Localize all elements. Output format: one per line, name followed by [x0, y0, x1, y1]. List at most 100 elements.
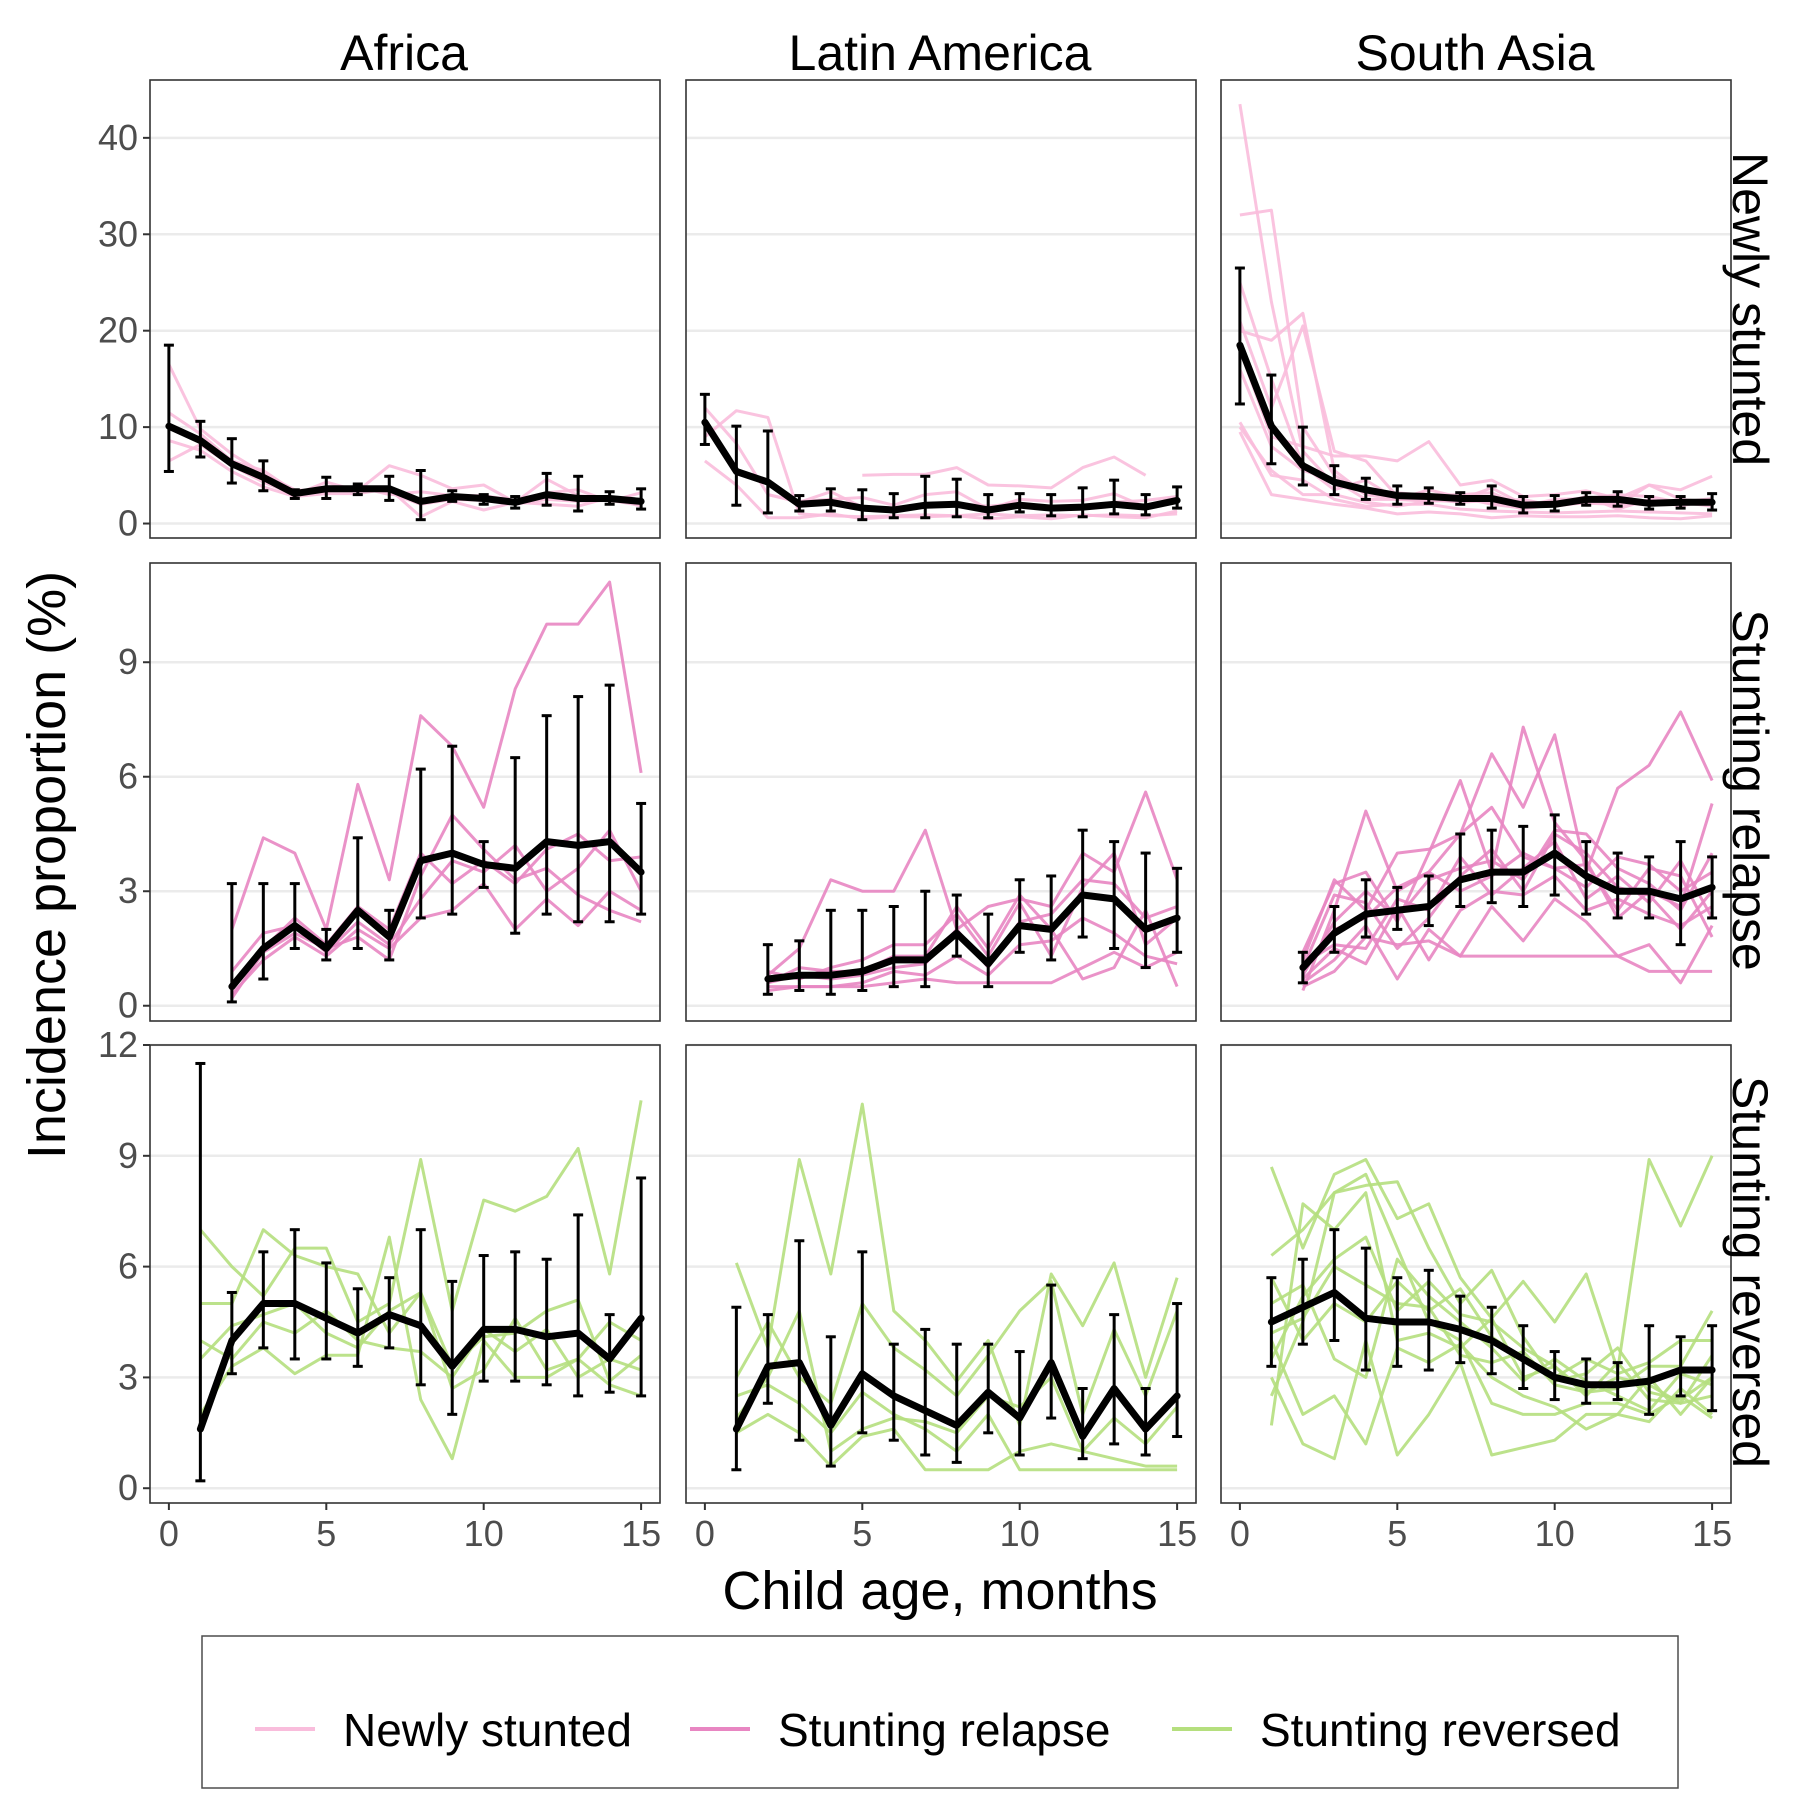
pooled-error-bar	[1046, 874, 1057, 962]
pooled-error-bar	[258, 1250, 269, 1350]
cohort-line-2	[199, 1235, 642, 1461]
panel-stunting-relapse-south-asia	[1220, 562, 1732, 1022]
pooled-error-bar	[415, 767, 426, 920]
pooled-error-bar	[573, 474, 584, 513]
cohort-line-6	[1238, 349, 1713, 500]
pooled-error-bar	[983, 912, 994, 989]
x-tick-label: 5	[316, 1513, 336, 1554]
pooled-error-bar	[951, 893, 962, 958]
cohort-line-4	[862, 455, 1147, 490]
pooled-error-bar	[226, 1290, 237, 1376]
pooled-error-bar	[1140, 851, 1151, 970]
pooled-error-bar	[510, 1250, 521, 1383]
pooled-error-bar	[1172, 866, 1183, 954]
panel-newly-stunted-latin-america-border	[685, 79, 1197, 539]
pooled-error-bar	[510, 756, 521, 935]
pooled-error-bar	[1644, 855, 1655, 920]
pooled-error-bar	[794, 939, 805, 992]
cohort-line-4	[1270, 1339, 1714, 1461]
pooled-error-bar	[541, 1257, 552, 1387]
cohort-line-2	[1270, 1172, 1713, 1420]
y-tick-label: 0	[118, 985, 138, 1026]
pooled-error-bar	[920, 1327, 931, 1457]
panel-stunting-relapse-africa-plot-area	[226, 580, 647, 1004]
pooled-estimate-line	[1267, 1289, 1716, 1389]
panel-stunting-reversed-africa-border	[149, 1044, 661, 1504]
pooled-error-bar	[951, 477, 962, 519]
y-tick-label: 30	[98, 213, 138, 254]
pooled-error-bar	[352, 836, 363, 950]
pooled-error-bar	[1077, 828, 1088, 939]
pooled-error-bar	[1140, 1387, 1151, 1457]
cohort-line-5	[767, 851, 1179, 981]
panel-stunting-relapse-latin-america-border	[685, 562, 1197, 1022]
x-tick-label: 10	[464, 1513, 504, 1554]
pooled-error-bar	[888, 905, 899, 989]
pooled-error-bar	[1014, 878, 1025, 954]
column-title-latin-america: Latin America	[789, 25, 1092, 81]
legend-box	[201, 1635, 1679, 1789]
y-tick-label: 3	[118, 1356, 138, 1397]
pooled-error-bar	[983, 1342, 994, 1435]
pooled-error-bar	[1014, 1350, 1025, 1457]
y-axis-title: Incidence proportion (%)	[17, 571, 77, 1159]
panel-stunting-reversed-south-asia-plot-area	[1266, 1155, 1718, 1461]
x-tick-label: 5	[1387, 1513, 1407, 1554]
panel-stunting-relapse-south-asia-border	[1220, 562, 1732, 1022]
pooled-error-bar	[1675, 1335, 1686, 1398]
pooled-error-bar	[825, 1335, 836, 1468]
pooled-error-bar	[195, 1061, 206, 1483]
pooled-error-bar	[258, 882, 269, 981]
legend: Newly stunted Stunting relapse Stunting …	[201, 1635, 1679, 1789]
x-tick-label: 5	[852, 1513, 872, 1554]
panel-newly-stunted-latin-america-background	[686, 80, 1196, 538]
y-tick-label: 9	[118, 641, 138, 682]
cohort-line-8	[1238, 431, 1713, 521]
pooled-error-bar	[573, 1213, 584, 1398]
legend-label-newly-stunted: Newly stunted	[343, 1704, 632, 1756]
x-tick-label: 10	[1000, 1513, 1040, 1554]
pooled-error-bar	[447, 744, 458, 916]
panel-stunting-relapse-latin-america-background	[686, 563, 1196, 1021]
y-tick-label: 6	[118, 1246, 138, 1287]
cohort-line-1	[766, 790, 1179, 977]
panel-stunting-reversed-latin-america-border	[685, 1044, 1197, 1504]
pooled-error-bar	[415, 469, 426, 522]
pooled-error-bar	[541, 471, 552, 507]
x-tick-label: 10	[1535, 1513, 1575, 1554]
pooled-error-bar	[352, 1287, 363, 1368]
pooled-error-bar	[762, 429, 773, 515]
row-title-stunting-relapse: Stunting relapse	[1722, 609, 1778, 970]
panel-stunting-reversed-africa-plot-area	[195, 1061, 647, 1483]
panel-stunting-relapse-latin-america-plot-area	[762, 790, 1183, 996]
panel-stunting-reversed-south-asia-background	[1221, 1045, 1731, 1503]
y-tick-label: 0	[118, 1467, 138, 1508]
pooled-error-bar	[447, 1279, 458, 1416]
pooled-error-bar	[1423, 874, 1434, 928]
y-tick-label: 0	[118, 503, 138, 544]
cohort-line-3	[230, 832, 642, 988]
panel-stunting-reversed-africa: 0 3 6 9 12 0 5 10 15	[98, 1024, 661, 1554]
panel-stunting-reversed-latin-america-background	[686, 1045, 1196, 1503]
pooled-estimate-line	[1236, 341, 1716, 509]
pooled-estimate-line	[764, 891, 1181, 983]
pooled-error-bar	[1644, 1324, 1655, 1416]
cohort-line-5	[230, 813, 642, 999]
panel-newly-stunted-south-asia-plot-area	[1234, 103, 1718, 521]
pooled-error-bar	[1486, 828, 1497, 905]
pooled-error-bar	[888, 492, 899, 520]
panel-stunting-reversed-south-asia-border	[1220, 1044, 1732, 1504]
pooled-error-bar	[321, 1261, 332, 1361]
pooled-error-bar	[1329, 1228, 1340, 1342]
pooled-error-bar	[636, 1176, 647, 1398]
cohort-line-10	[1270, 1180, 1713, 1402]
pooled-error-bar	[920, 889, 931, 989]
x-tick-label: 0	[1230, 1513, 1250, 1554]
pooled-error-bar	[951, 1342, 962, 1464]
cohort-line-1	[1301, 710, 1714, 992]
pooled-error-bar	[794, 1239, 805, 1442]
pooled-error-bar	[1109, 840, 1120, 950]
cohort-line-5	[1302, 897, 1714, 985]
